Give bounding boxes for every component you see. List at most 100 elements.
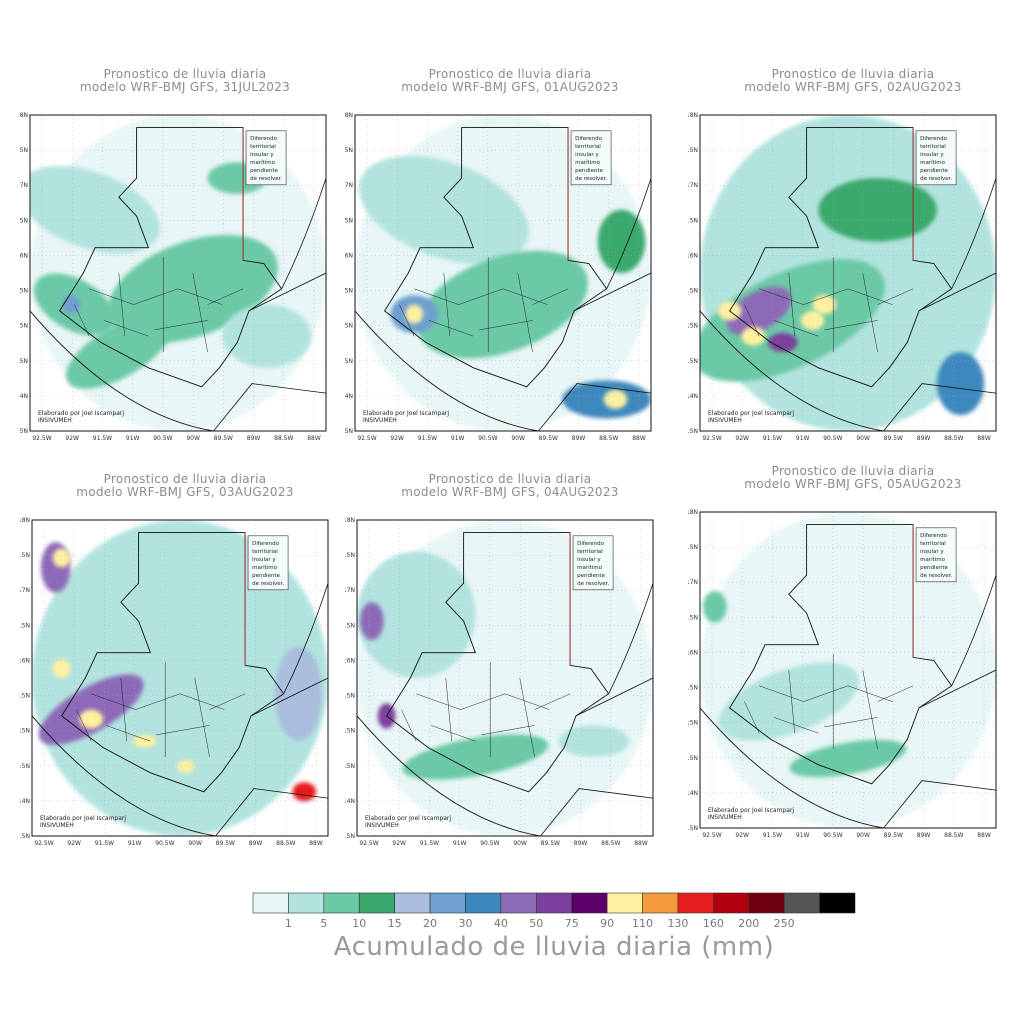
lat-tick-label: 16N (345, 657, 355, 664)
forecast-panel: Pronostico de lluvia diaria modelo WRF-BM… (688, 68, 1018, 458)
rain-area (741, 326, 766, 346)
lat-tick-label: 16.5N (20, 622, 30, 629)
lat-tick-label: 15N (20, 323, 28, 330)
lon-tick-label: 88.5W (944, 832, 963, 839)
rain-map: 18N 17.5N 17N 16.5N 16N 15.5N 15N 14.5N 14N 13.5N… (345, 517, 654, 847)
colorbar-swatch (535, 892, 573, 914)
lon-tick-label: 88W (632, 435, 646, 442)
lon-tick-label: 88W (309, 840, 323, 847)
lon-tick-label: 88W (307, 435, 321, 442)
org-text: INSIVUMEH (708, 814, 742, 821)
note-line: Diferendo (920, 136, 948, 142)
lon-tick-label: 92.5W (359, 840, 378, 847)
lat-tick-label: 14N (20, 798, 30, 805)
lon-tick-label: 88W (977, 832, 991, 839)
colorbar-label: 75 (565, 917, 579, 930)
colorbar-label: 160 (703, 917, 724, 930)
lat-tick-label: 13.5N (688, 825, 698, 832)
lat-tick-label: 16.5N (688, 614, 698, 621)
note-line: insular y (577, 557, 601, 563)
lon-tick-label: 89.5W (884, 435, 903, 442)
lat-tick-label: 13.5N (20, 428, 28, 435)
lon-tick-label: 88.5W (944, 435, 963, 442)
note-line: insular y (920, 152, 944, 158)
lon-tick-label: 89.5W (541, 840, 560, 847)
rain-area (357, 551, 476, 678)
colorbar-label: 130 (667, 917, 688, 930)
lon-tick-label: 92W (390, 435, 404, 442)
rain-area (768, 333, 798, 352)
note-line: pendiente (250, 168, 278, 174)
credit-text: Elaborado por Joel Iscamparj (708, 410, 794, 417)
colorbar-label: 110 (632, 917, 653, 930)
rain-map: 18N 17.5N 17N 16.5N 16N 15.5N 15N 14.5N 14N 13.5N… (688, 112, 997, 442)
panel-title: Pronostico de lluvia diaria (771, 67, 935, 81)
note-line: insular y (252, 557, 276, 563)
lat-tick-label: 17.5N (345, 147, 353, 154)
note-line: insular y (920, 549, 944, 555)
lat-tick-label: 15.5N (688, 288, 698, 295)
lat-tick-label: 14.5N (688, 358, 698, 365)
lat-tick-label: 17N (688, 579, 698, 586)
lon-tick-label: 91W (796, 832, 810, 839)
lat-tick-label: 14.5N (345, 358, 353, 365)
lat-tick-label: 15.5N (345, 288, 353, 295)
lat-tick-label: 17.5N (345, 552, 355, 559)
lon-tick-label: 90.5W (478, 435, 497, 442)
note-line: pendiente (920, 168, 948, 174)
note-line: Diferendo (252, 541, 280, 547)
rain-area (818, 178, 937, 242)
panel-title: Pronostico de lluvia diaria (428, 472, 592, 486)
lat-tick-label: 16.5N (345, 217, 353, 224)
lon-tick-label: 91.5W (95, 840, 114, 847)
lat-tick-label: 13.5N (20, 833, 30, 840)
rain-area (52, 659, 71, 678)
colorbar-label: 1 (285, 917, 292, 930)
note-line: marítimo (250, 159, 276, 166)
lon-tick-label: 92.5W (32, 435, 51, 442)
rain-area (936, 352, 985, 416)
note-line: marítimo (577, 564, 603, 571)
rain-area (702, 591, 727, 623)
lon-tick-label: 89W (247, 435, 261, 442)
lat-tick-label: 15.5N (345, 693, 355, 700)
colorbar-swatch (642, 892, 679, 914)
note-line: marítimo (920, 556, 946, 563)
rain-area (177, 760, 195, 773)
note-line: Diferendo (577, 541, 605, 547)
credit-text: Elaborado por Joel Iscamparj (365, 815, 451, 822)
lat-tick-label: 18N (688, 112, 698, 119)
note-line: de resolver. (252, 581, 284, 587)
lat-tick-label: 17N (345, 587, 355, 594)
rain-area (30, 166, 160, 254)
note-line: de resolver. (920, 176, 952, 182)
rain-area (38, 674, 144, 745)
lat-tick-label: 15.5N (688, 685, 698, 692)
lon-tick-label: 91.5W (763, 435, 782, 442)
lat-tick-label: 14N (345, 798, 355, 805)
lon-tick-label: 92W (735, 435, 749, 442)
panel-subtitle: modelo WRF-BMJ GFS, 31JUL2023 (79, 80, 291, 94)
note-line: marítimo (920, 159, 946, 166)
colorbar-label: 30 (458, 917, 472, 930)
lon-tick-label: 90W (513, 840, 527, 847)
lat-tick-label: 15N (345, 728, 355, 735)
lon-tick-label: 90W (186, 435, 200, 442)
lon-tick-label: 89.5W (539, 435, 558, 442)
lat-tick-label: 16N (20, 657, 30, 664)
lon-tick-label: 91.5W (763, 832, 782, 839)
colorbar-swatch (288, 892, 325, 914)
colorbar-swatch (252, 892, 289, 914)
rain-area (812, 295, 837, 315)
lat-tick-label: 18N (345, 517, 355, 524)
lon-tick-label: 91W (126, 435, 140, 442)
lon-tick-label: 92W (735, 832, 749, 839)
lat-tick-label: 15N (345, 323, 353, 330)
rain-area (40, 542, 71, 593)
note-line: insular y (575, 152, 599, 158)
lat-tick-label: 14.5N (20, 358, 28, 365)
lat-tick-label: 17N (688, 182, 698, 189)
lat-tick-label: 15.5N (20, 288, 28, 295)
